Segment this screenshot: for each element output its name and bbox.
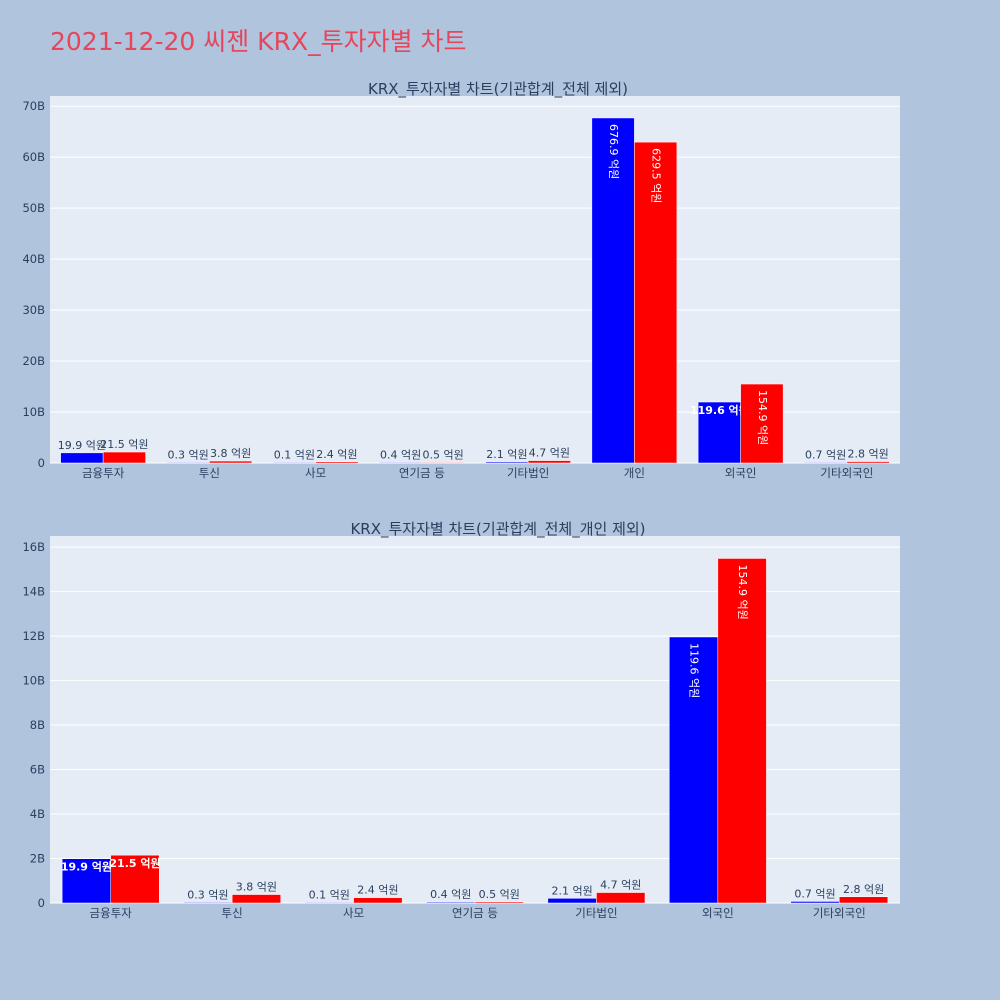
bar xyxy=(717,558,767,904)
bar-data-label: 2.4 억원 xyxy=(357,884,398,897)
bar-data-label: 4.7 억원 xyxy=(600,879,641,892)
x-tick-label: 사모 xyxy=(305,466,326,480)
bar xyxy=(839,896,889,904)
bar xyxy=(60,452,104,464)
bar-data-label: 0.4 억원 xyxy=(430,888,471,901)
bar xyxy=(426,901,476,904)
bar-data-label: 0.1 억원 xyxy=(309,888,350,901)
bar-data-label: 119.6 억원 xyxy=(688,643,701,698)
top-bar-chart: KRX_투자자별 차트(기관합계_전체 제외) 0 10B 20B 30B 40B 50B 6… xyxy=(22,80,900,480)
bar-data-label: 19.9 억원 xyxy=(58,439,106,452)
bar xyxy=(304,902,354,904)
y-tick-label: 40B xyxy=(22,252,45,266)
bar xyxy=(209,460,253,464)
bar-data-label: 0.5 억원 xyxy=(479,888,520,901)
x-tick-label: 기타법인 xyxy=(575,906,617,920)
y-tick-label: 6B xyxy=(30,763,45,777)
bar xyxy=(183,902,233,904)
chart-title: KRX_투자자별 차트(기관합계_전체 제외) xyxy=(368,80,628,99)
y-tick-label: 0 xyxy=(38,456,45,470)
x-tick-label: 외국인 xyxy=(725,466,757,480)
bar-data-label: 629.5 억원 xyxy=(650,148,663,203)
y-tick-label: 10B xyxy=(22,674,45,688)
x-tick-label: 사모 xyxy=(343,906,364,920)
x-tick-label: 개인 xyxy=(624,466,645,480)
bar-data-label: 0.7 억원 xyxy=(805,448,846,461)
bar xyxy=(596,892,646,904)
x-tick-label: 기타외국인 xyxy=(820,466,873,480)
bar-data-label: 21.5 억원 xyxy=(100,438,148,451)
bar xyxy=(669,636,719,904)
bar-data-label: 3.8 억원 xyxy=(210,447,251,460)
chart-title: KRX_투자자별 차트(기관합계_전체_개인 제외) xyxy=(350,520,645,539)
x-tick-label: 기타외국인 xyxy=(813,906,866,920)
bar-data-label: 3.8 억원 xyxy=(236,881,277,894)
y-tick-label: 60B xyxy=(22,150,45,164)
y-tick-label: 2B xyxy=(30,852,45,866)
bar-data-label: 2.8 억원 xyxy=(843,883,884,896)
bar-data-label: 2.4 억원 xyxy=(316,448,357,461)
bar xyxy=(421,462,465,464)
y-tick-label: 10B xyxy=(22,405,45,419)
bar xyxy=(697,401,741,464)
bar xyxy=(485,461,529,464)
bar-data-label: 0.5 억원 xyxy=(423,448,464,461)
x-tick-label: 투신 xyxy=(222,906,243,920)
bar-data-label: 676.9 억원 xyxy=(607,124,620,179)
y-tick-label: 8B xyxy=(30,718,45,732)
bar xyxy=(231,894,281,904)
bar xyxy=(547,898,597,904)
y-tick-label: 12B xyxy=(22,629,45,643)
y-tick-label: 50B xyxy=(22,201,45,215)
bar xyxy=(846,461,890,464)
bar-data-label: 21.5 억원 xyxy=(109,856,160,870)
bar-data-label: 19.9 억원 xyxy=(61,860,112,874)
bar xyxy=(474,901,524,904)
x-tick-label: 투신 xyxy=(199,466,220,480)
bar xyxy=(61,858,111,904)
bar-data-label: 154.9 억원 xyxy=(756,390,769,445)
bar xyxy=(166,462,210,464)
bar xyxy=(272,462,316,464)
plot-area xyxy=(50,536,900,903)
bar xyxy=(353,897,403,904)
x-tick-label: 금융투자 xyxy=(82,466,125,480)
y-tick-label: 20B xyxy=(22,354,45,368)
bar-data-label: 0.1 억원 xyxy=(274,448,315,461)
bottom-bar-chart: KRX_투자자별 차트(기관합계_전체_개인 제외) 0 2B 4B 6B 8B 10B 12… xyxy=(22,520,900,920)
bar xyxy=(804,462,848,464)
bar-data-label: 2.1 억원 xyxy=(486,448,527,461)
x-tick-label: 연기금 등 xyxy=(452,906,498,920)
y-tick-label: 30B xyxy=(22,303,45,317)
bar xyxy=(379,462,423,464)
bar-data-label: 119.6 억원 xyxy=(690,403,749,417)
bar-data-label: 154.9 억원 xyxy=(736,564,749,619)
bar xyxy=(110,854,160,904)
y-tick-label: 0 xyxy=(38,896,45,910)
bar-data-label: 2.8 억원 xyxy=(848,448,889,461)
bar-data-label: 4.7 억원 xyxy=(529,447,570,460)
bar xyxy=(102,451,146,464)
page-title: 2021-12-20 씨젠 KRX_투자자별 차트 xyxy=(50,27,467,56)
bar-data-label: 0.4 억원 xyxy=(380,448,421,461)
bar-data-label: 0.7 억원 xyxy=(794,887,835,900)
y-tick-label: 70B xyxy=(22,99,45,113)
x-tick-label: 외국인 xyxy=(702,906,734,920)
bar xyxy=(790,901,840,904)
x-tick-label: 금융투자 xyxy=(90,906,133,920)
y-tick-label: 4B xyxy=(30,807,45,821)
bar-data-label: 0.3 억원 xyxy=(168,448,209,461)
bar xyxy=(315,461,359,464)
y-tick-label: 16B xyxy=(22,540,45,554)
bar-data-label: 0.3 억원 xyxy=(187,888,228,901)
y-tick-label: 14B xyxy=(22,585,45,599)
bar-data-label: 2.1 억원 xyxy=(552,884,593,897)
bar xyxy=(527,460,571,464)
x-tick-label: 기타법인 xyxy=(507,466,549,480)
x-tick-label: 연기금 등 xyxy=(399,466,445,480)
bar xyxy=(634,141,678,464)
bar xyxy=(740,383,784,464)
